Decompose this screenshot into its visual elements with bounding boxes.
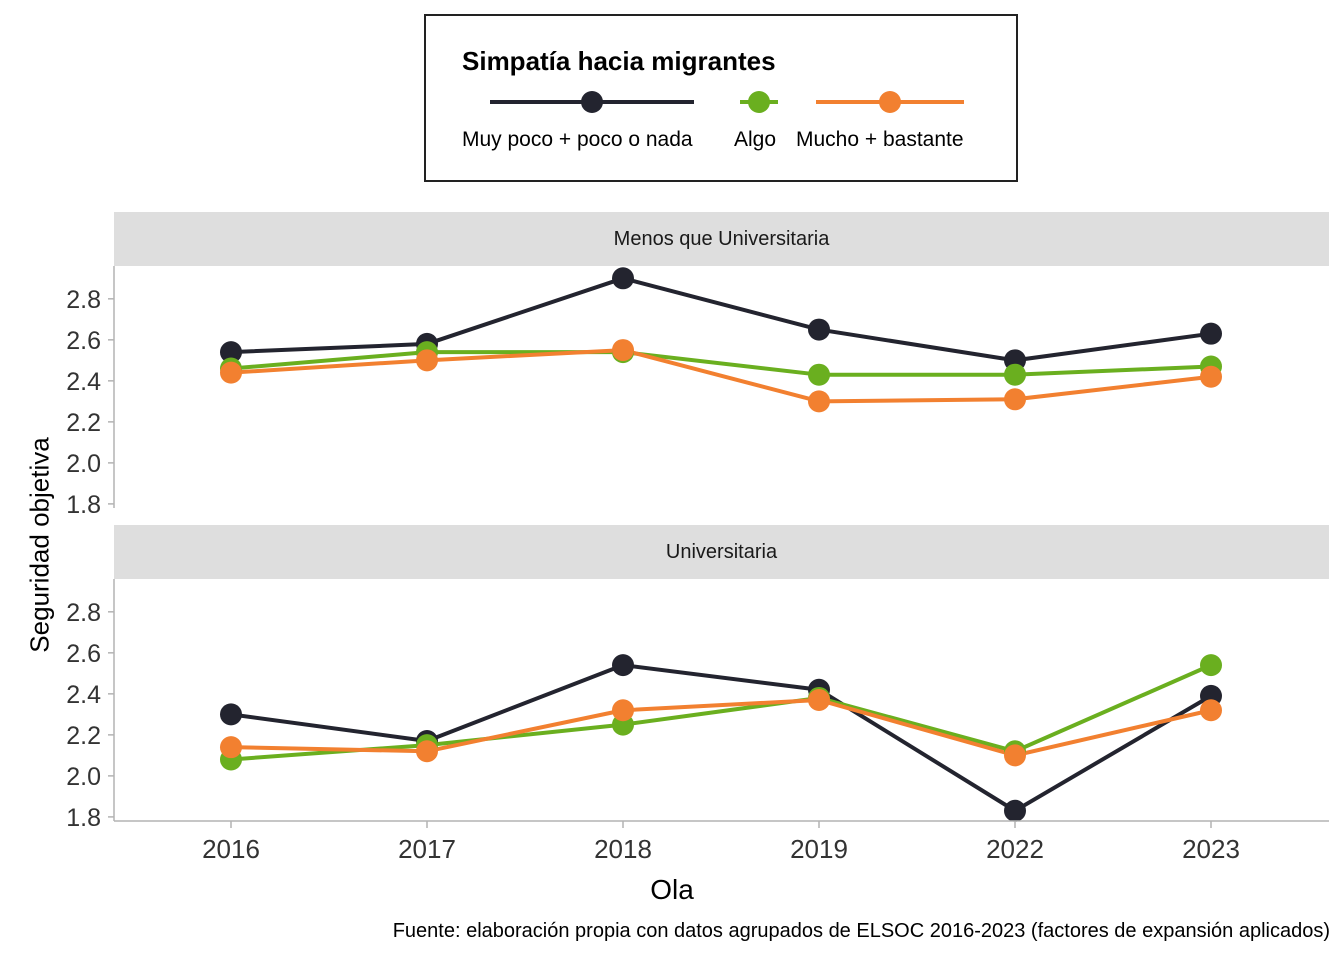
data-point-panel-2-series-3 [1004, 744, 1026, 767]
data-point-panel-1-series-1 [1200, 322, 1222, 345]
data-point-panel-2-series-3 [1200, 699, 1222, 722]
y-tick-label: 2.6 [66, 640, 101, 668]
data-point-panel-2-series-3 [416, 740, 438, 763]
y-tick-label: 2.4 [66, 681, 101, 709]
y-tick-label: 2.0 [66, 450, 101, 478]
x-tick-label: 2022 [986, 834, 1044, 864]
source-caption: Fuente: elaboración propia con datos agr… [392, 920, 1330, 942]
data-point-panel-1-series-3 [220, 361, 242, 384]
y-tick-label: 2.4 [66, 368, 101, 396]
y-tick-label: 1.8 [66, 804, 101, 832]
data-point-panel-1-series-3 [808, 390, 830, 413]
data-point-panel-2-series-1 [1004, 799, 1026, 822]
data-point-panel-1-series-3 [416, 349, 438, 372]
panel-strip-universitaria: Universitaria [114, 525, 1329, 579]
x-tick-label: 2023 [1182, 834, 1240, 864]
series-line-panel-1-3 [230, 348, 1212, 404]
legend-keys [490, 91, 964, 113]
x-tick-label: 2018 [594, 834, 652, 864]
legend-key-point-3 [879, 91, 901, 113]
data-point-panel-2-series-3 [220, 736, 242, 759]
legend-label-mucho: Mucho + bastante [796, 128, 964, 151]
legend: Simpatía hacia migrantes Muy poco + poco… [424, 14, 1018, 182]
x-axis-label: Ola [650, 874, 694, 905]
data-point-panel-2-series-1 [612, 654, 634, 677]
data-point-panel-1-series-2 [808, 363, 830, 386]
y-tick-label: 2.8 [66, 286, 101, 314]
data-point-panel-2-series-3 [808, 689, 830, 711]
legend-key-point-2 [748, 91, 770, 113]
legend-label-algo: Algo [734, 128, 777, 151]
x-tick-label: 2019 [790, 834, 848, 864]
panel-title-menos-que-universitaria: Menos que Universitaria [613, 228, 830, 250]
data-point-panel-1-series-1 [612, 267, 634, 290]
data-point-panel-2-series-3 [612, 699, 634, 722]
y-tick-label: 1.8 [66, 491, 101, 519]
y-tick-label: 2.0 [66, 763, 101, 791]
series-line-panel-2-2 [230, 663, 1212, 762]
data-point-panel-2-series-2 [1200, 654, 1222, 677]
series-line-panel-2-3 [230, 698, 1212, 758]
y-axis-label: Seguridad objetiva [24, 437, 55, 653]
x-tick-label: 2017 [398, 834, 456, 864]
data-point-panel-1-series-1 [220, 341, 242, 364]
panel-strip-menos-que-universitaria: Menos que Universitaria [114, 212, 1329, 266]
data-point-panel-1-series-3 [1200, 365, 1222, 388]
y-tick-label: 2.2 [66, 409, 101, 437]
panel-title-universitaria: Universitaria [665, 541, 778, 563]
data-point-panel-1-series-3 [612, 339, 634, 362]
series-line-panel-1-1 [230, 276, 1212, 363]
legend-title: Simpatía hacia migrantes [462, 46, 776, 76]
x-tick-label: 2016 [202, 834, 260, 864]
y-tick-label: 2.8 [66, 599, 101, 627]
series-line-panel-2-1 [230, 663, 1213, 813]
legend-label-muy-poco: Muy poco + poco o nada [462, 128, 693, 151]
y-tick-label: 2.6 [66, 327, 101, 355]
data-point-panel-1-series-3 [1004, 388, 1026, 411]
data-point-panel-1-series-1 [808, 318, 830, 341]
data-point-panel-1-series-2 [1004, 363, 1026, 386]
data-point-panel-2-series-1 [220, 703, 242, 726]
legend-key-point-1 [581, 91, 603, 113]
y-tick-label: 2.2 [66, 722, 101, 750]
series-line-panel-1-2 [230, 350, 1212, 377]
